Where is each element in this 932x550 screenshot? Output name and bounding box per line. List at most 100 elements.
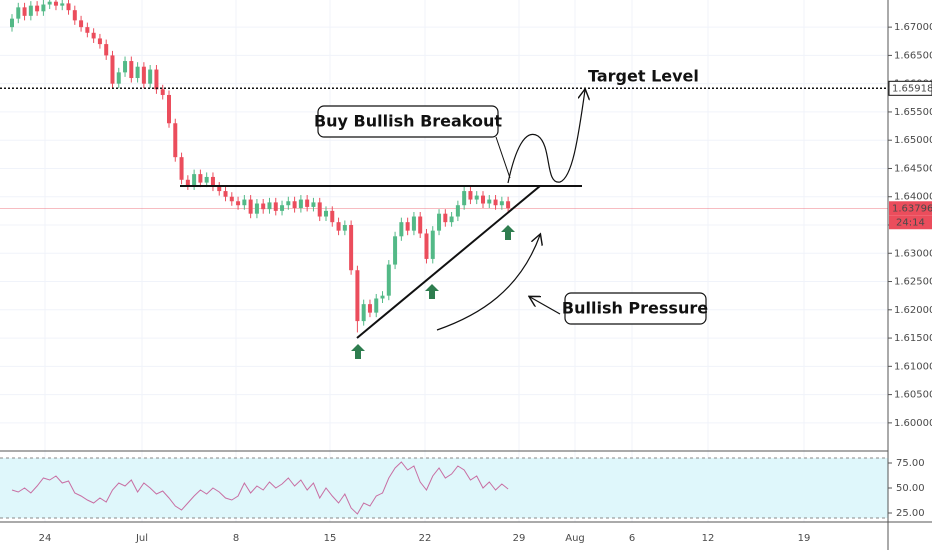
x-tick-label: Aug bbox=[565, 533, 585, 544]
candle-body bbox=[242, 199, 247, 206]
pressure-box bbox=[564, 292, 707, 325]
candle-body bbox=[141, 66, 146, 84]
candle-body bbox=[430, 230, 435, 259]
candle-body bbox=[173, 123, 178, 158]
candle-body bbox=[28, 5, 33, 16]
rsi-y-tick-label: 25.00 bbox=[896, 508, 925, 519]
candle-body bbox=[273, 202, 278, 211]
up-arrow bbox=[351, 344, 365, 359]
y-tick-label: 1.63000 bbox=[894, 248, 932, 259]
y-tick-label: 1.61000 bbox=[894, 361, 932, 372]
rsi-y-tick-label: 75.00 bbox=[896, 458, 925, 469]
x-tick-label: 24 bbox=[39, 533, 52, 544]
up-arrow bbox=[501, 225, 515, 240]
candle-body bbox=[342, 225, 347, 231]
x-tick-label: 8 bbox=[233, 533, 239, 544]
candle-body bbox=[462, 191, 467, 206]
candle-body bbox=[468, 191, 473, 200]
candle-body bbox=[204, 176, 209, 183]
candle-body bbox=[66, 3, 71, 11]
y-tick-label: 1.60500 bbox=[894, 390, 932, 401]
candle-body bbox=[248, 199, 253, 214]
last-price-label: 1.63796 bbox=[892, 203, 932, 214]
pressure-label: Bullish Pressure bbox=[562, 299, 708, 318]
candle-body bbox=[60, 3, 65, 6]
last-price-box bbox=[889, 201, 932, 216]
candle-body bbox=[167, 94, 171, 124]
candle-body bbox=[330, 210, 335, 223]
candle-body bbox=[72, 10, 77, 21]
candle-body bbox=[374, 298, 379, 313]
candle-body bbox=[154, 69, 159, 90]
y-tick-label: 1.60000 bbox=[894, 418, 932, 429]
candle-body bbox=[499, 201, 504, 206]
pressure-arrow bbox=[436, 235, 540, 331]
y-tick-label: 1.61500 bbox=[894, 333, 932, 344]
candle-body bbox=[361, 304, 366, 322]
candle-body bbox=[305, 199, 310, 207]
candle-body bbox=[223, 191, 228, 197]
candle-body bbox=[449, 216, 454, 223]
candle-body bbox=[286, 201, 291, 206]
candle-body bbox=[355, 270, 360, 322]
candle-body bbox=[41, 4, 46, 12]
up-arrow bbox=[425, 284, 439, 299]
candle-body bbox=[280, 205, 285, 211]
rsi-y-tick-label: 50.00 bbox=[896, 483, 925, 494]
candle-body bbox=[91, 32, 96, 39]
y-tick-label: 1.64500 bbox=[894, 163, 932, 174]
candle-body bbox=[349, 225, 354, 271]
candle-body bbox=[481, 195, 485, 204]
candle-body bbox=[47, 1, 52, 5]
y-tick-label: 1.66500 bbox=[894, 50, 932, 61]
candle-body bbox=[110, 55, 115, 84]
candle-body bbox=[493, 199, 498, 206]
countdown-label: 24:14 bbox=[896, 217, 925, 228]
candle-body bbox=[10, 18, 14, 28]
candle-body bbox=[311, 202, 316, 207]
candle-body bbox=[437, 213, 442, 231]
candle-body bbox=[116, 72, 121, 84]
candle-body bbox=[317, 202, 322, 217]
callout-line bbox=[495, 136, 511, 179]
candle-body bbox=[267, 202, 272, 210]
candle-body bbox=[53, 1, 58, 6]
candle-body bbox=[411, 216, 416, 231]
x-tick-label: Jul bbox=[135, 533, 148, 544]
y-tick-label: 1.65500 bbox=[894, 107, 932, 118]
rsi-line bbox=[11, 461, 509, 515]
candle-body bbox=[386, 264, 391, 296]
candle-body bbox=[148, 69, 153, 84]
candle-body bbox=[487, 199, 492, 204]
countdown-box bbox=[889, 215, 932, 230]
candle-body bbox=[185, 179, 190, 186]
candle-body bbox=[198, 174, 203, 183]
candle-body bbox=[399, 222, 404, 237]
breakout-label: Buy Bullish Breakout bbox=[314, 112, 502, 131]
candle-body bbox=[393, 236, 398, 265]
candle-body bbox=[292, 201, 297, 209]
candle-body bbox=[217, 186, 222, 192]
candle-body bbox=[336, 222, 341, 231]
candle-body bbox=[160, 89, 165, 95]
candle-body bbox=[229, 196, 234, 202]
candle-body bbox=[380, 295, 385, 299]
candle-body bbox=[85, 27, 90, 33]
candle-body bbox=[424, 233, 429, 259]
y-tick-label: 1.62500 bbox=[894, 277, 932, 288]
x-tick-label: 19 bbox=[798, 533, 811, 544]
candle-body bbox=[210, 176, 215, 187]
y-tick-label: 1.62000 bbox=[894, 305, 932, 316]
marks bbox=[10, 0, 511, 333]
candle-body bbox=[298, 199, 303, 209]
target-price-label: 1.65918 bbox=[892, 83, 932, 94]
y-tick-label: 1.67000 bbox=[894, 22, 932, 33]
breakout-path bbox=[507, 90, 585, 184]
candle-body bbox=[179, 157, 184, 180]
candle-body bbox=[474, 195, 479, 200]
grid bbox=[0, 0, 888, 522]
up-arrows bbox=[351, 225, 515, 359]
candle-body bbox=[236, 201, 241, 206]
candle-body bbox=[104, 44, 109, 56]
